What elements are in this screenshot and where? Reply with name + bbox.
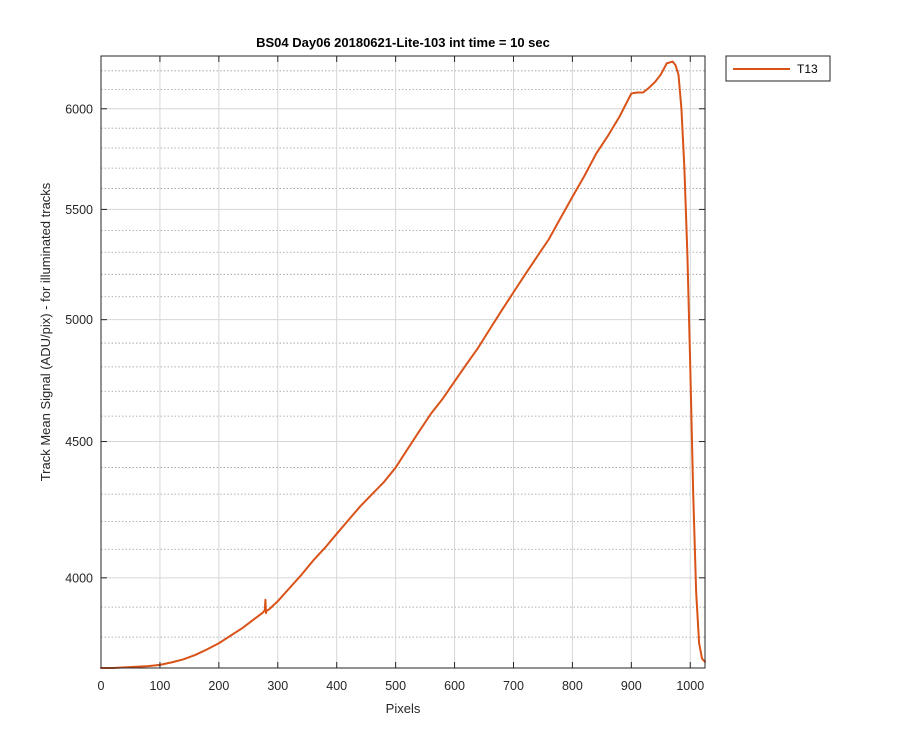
x-tick-label: 400: [326, 679, 347, 693]
x-tick-label: 1000: [676, 679, 704, 693]
y-tick-label: 4500: [65, 435, 93, 449]
y-tick-label: 5000: [65, 313, 93, 327]
x-tick-label: 200: [208, 679, 229, 693]
plot-frame: [100, 55, 706, 669]
y-tick-label: 4000: [65, 571, 93, 585]
plot-area: [101, 56, 705, 668]
series-line-t13: [100, 60, 706, 669]
axis-ticks: 4000 4500 5000 5500 6000 0 100 200 300 400 500 600 7…: [65, 56, 705, 693]
x-axis-label: Pixels: [386, 701, 421, 716]
x-tick-label: 600: [444, 679, 465, 693]
x-tick-label: 800: [562, 679, 583, 693]
legend: T13: [725, 55, 831, 82]
chart-title: BS04 Day06 20180621-Lite-103 int time = …: [256, 35, 550, 50]
y-tick-label: 6000: [65, 102, 93, 116]
x-tick-label: 900: [621, 679, 642, 693]
x-tick-label: 100: [149, 679, 170, 693]
grid: [100, 56, 705, 669]
legend-label-t13: T13: [797, 62, 818, 76]
x-tick-label: 0: [98, 679, 105, 693]
x-tick-label: 300: [267, 679, 288, 693]
y-axis-label: Track Mean Signal (ADU/pix) - for illumi…: [38, 182, 53, 481]
y-tick-label: 5500: [65, 203, 93, 217]
x-tick-label: 500: [385, 679, 406, 693]
x-tick-label: 700: [503, 679, 524, 693]
series-layer: [100, 60, 706, 669]
